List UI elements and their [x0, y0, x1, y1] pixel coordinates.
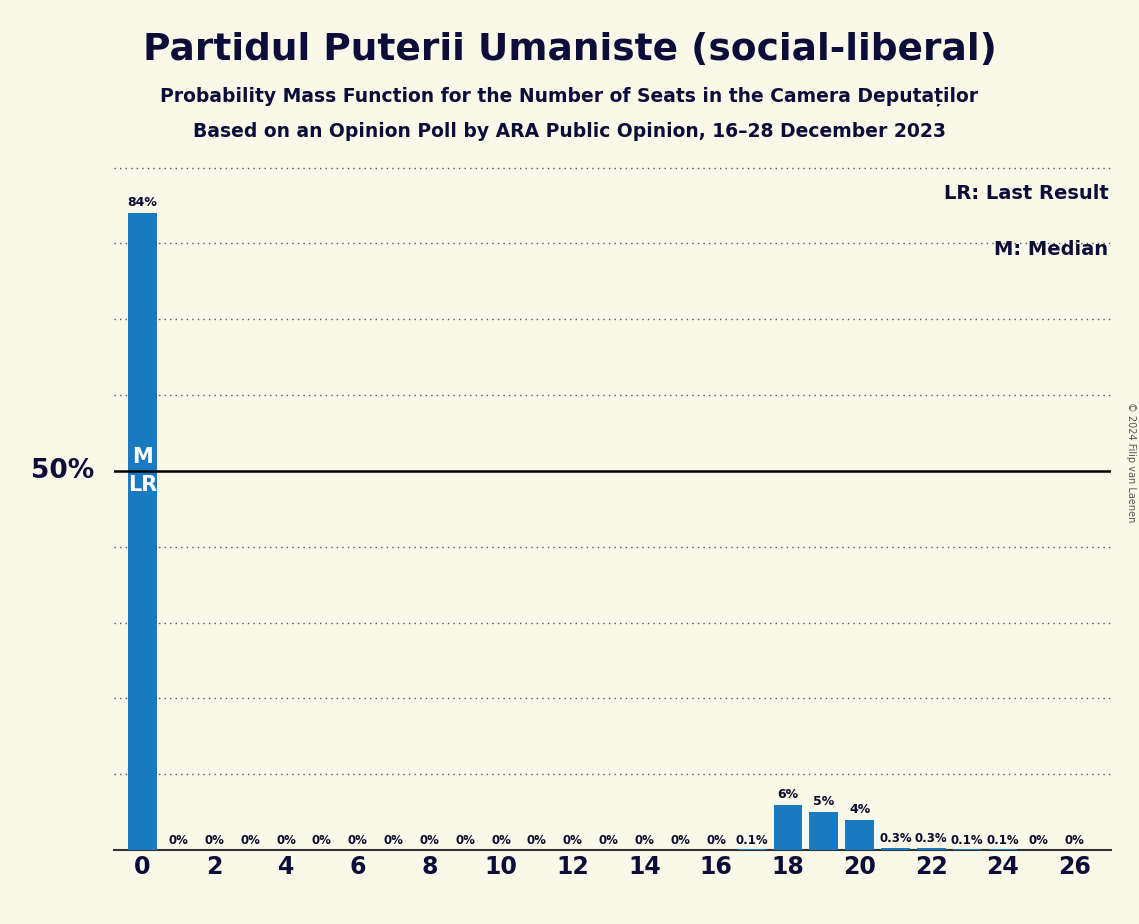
Text: 0.3%: 0.3% — [915, 832, 948, 845]
Text: LR: Last Result: LR: Last Result — [944, 184, 1108, 203]
Text: 0%: 0% — [312, 834, 331, 847]
Text: 5%: 5% — [813, 796, 835, 808]
Text: 0%: 0% — [706, 834, 727, 847]
Bar — [882, 848, 910, 850]
Text: M: M — [132, 447, 153, 468]
Text: 0.1%: 0.1% — [736, 834, 769, 847]
Text: 0%: 0% — [419, 834, 440, 847]
Text: 0%: 0% — [276, 834, 296, 847]
Text: Probability Mass Function for the Number of Seats in the Camera Deputaților: Probability Mass Function for the Number… — [161, 87, 978, 106]
Text: 0.3%: 0.3% — [879, 832, 911, 845]
Text: 0%: 0% — [527, 834, 547, 847]
Text: 0%: 0% — [240, 834, 260, 847]
Text: 0%: 0% — [456, 834, 475, 847]
Text: 0%: 0% — [671, 834, 690, 847]
Text: 0.1%: 0.1% — [986, 834, 1019, 847]
Text: 0%: 0% — [1065, 834, 1084, 847]
Text: Partidul Puterii Umaniste (social-liberal): Partidul Puterii Umaniste (social-libera… — [142, 32, 997, 68]
Text: © 2024 Filip van Laenen: © 2024 Filip van Laenen — [1126, 402, 1136, 522]
Text: 0%: 0% — [169, 834, 188, 847]
Text: 0%: 0% — [491, 834, 511, 847]
Bar — [810, 812, 838, 850]
Text: 0%: 0% — [347, 834, 368, 847]
Text: LR: LR — [128, 475, 157, 494]
Bar — [845, 820, 874, 850]
Text: 50%: 50% — [31, 458, 95, 484]
Text: M: Median: M: Median — [994, 239, 1108, 259]
Text: 84%: 84% — [128, 196, 157, 210]
Text: 0%: 0% — [204, 834, 224, 847]
Bar — [129, 213, 157, 850]
Text: 6%: 6% — [777, 788, 798, 801]
Bar — [917, 848, 945, 850]
Text: Based on an Opinion Poll by ARA Public Opinion, 16–28 December 2023: Based on an Opinion Poll by ARA Public O… — [192, 122, 947, 141]
Bar — [773, 805, 802, 850]
Text: 0%: 0% — [599, 834, 618, 847]
Text: 0%: 0% — [563, 834, 583, 847]
Text: 0%: 0% — [384, 834, 403, 847]
Text: 0%: 0% — [1029, 834, 1049, 847]
Text: 0%: 0% — [634, 834, 655, 847]
Text: 4%: 4% — [849, 803, 870, 816]
Text: 0.1%: 0.1% — [951, 834, 983, 847]
